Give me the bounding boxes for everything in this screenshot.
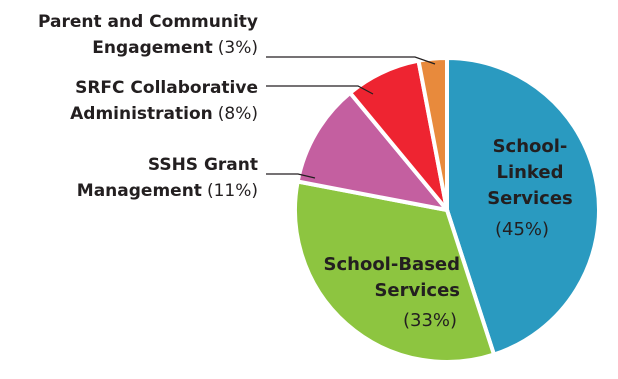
leader-line-4 — [266, 56, 436, 65]
slice-label-4-line-0: Parent and Community — [38, 12, 258, 32]
pie-slice-4 — [416, 56, 449, 212]
leader-line-3 — [266, 85, 374, 95]
slice-label-2-line-1: Management — [77, 181, 202, 201]
slice-label-3-line-0: SRFC Collaborative — [75, 78, 258, 98]
slice-label-0-line-2: Services — [487, 188, 573, 209]
slice-label-2-line-0: SSHS Grant — [148, 155, 258, 175]
slice-label-4-line-1: Engagement — [92, 38, 213, 58]
slice-label-0-line-1: Linked — [496, 162, 563, 183]
slice-pct-label-1: (33%) — [403, 310, 457, 331]
pie-slice-0 — [445, 56, 601, 357]
slice-label-0-line-0: School- — [493, 136, 568, 157]
slice-label-1-line-1: Services — [374, 280, 460, 301]
slice-pct-label-2: (11%) — [207, 181, 258, 201]
slice-label-1-line-0: School-Based — [324, 254, 461, 275]
pie-slice-1 — [293, 179, 496, 364]
leader-line-2 — [266, 173, 316, 179]
slice-pct-label-3: (8%) — [218, 104, 258, 124]
slice-label-3-line-1: Administration — [70, 104, 213, 124]
slice-pct-label-0: (45%) — [495, 219, 549, 240]
slice-pct-label-4: (3%) — [218, 38, 258, 58]
pie-slice-2 — [295, 90, 449, 212]
